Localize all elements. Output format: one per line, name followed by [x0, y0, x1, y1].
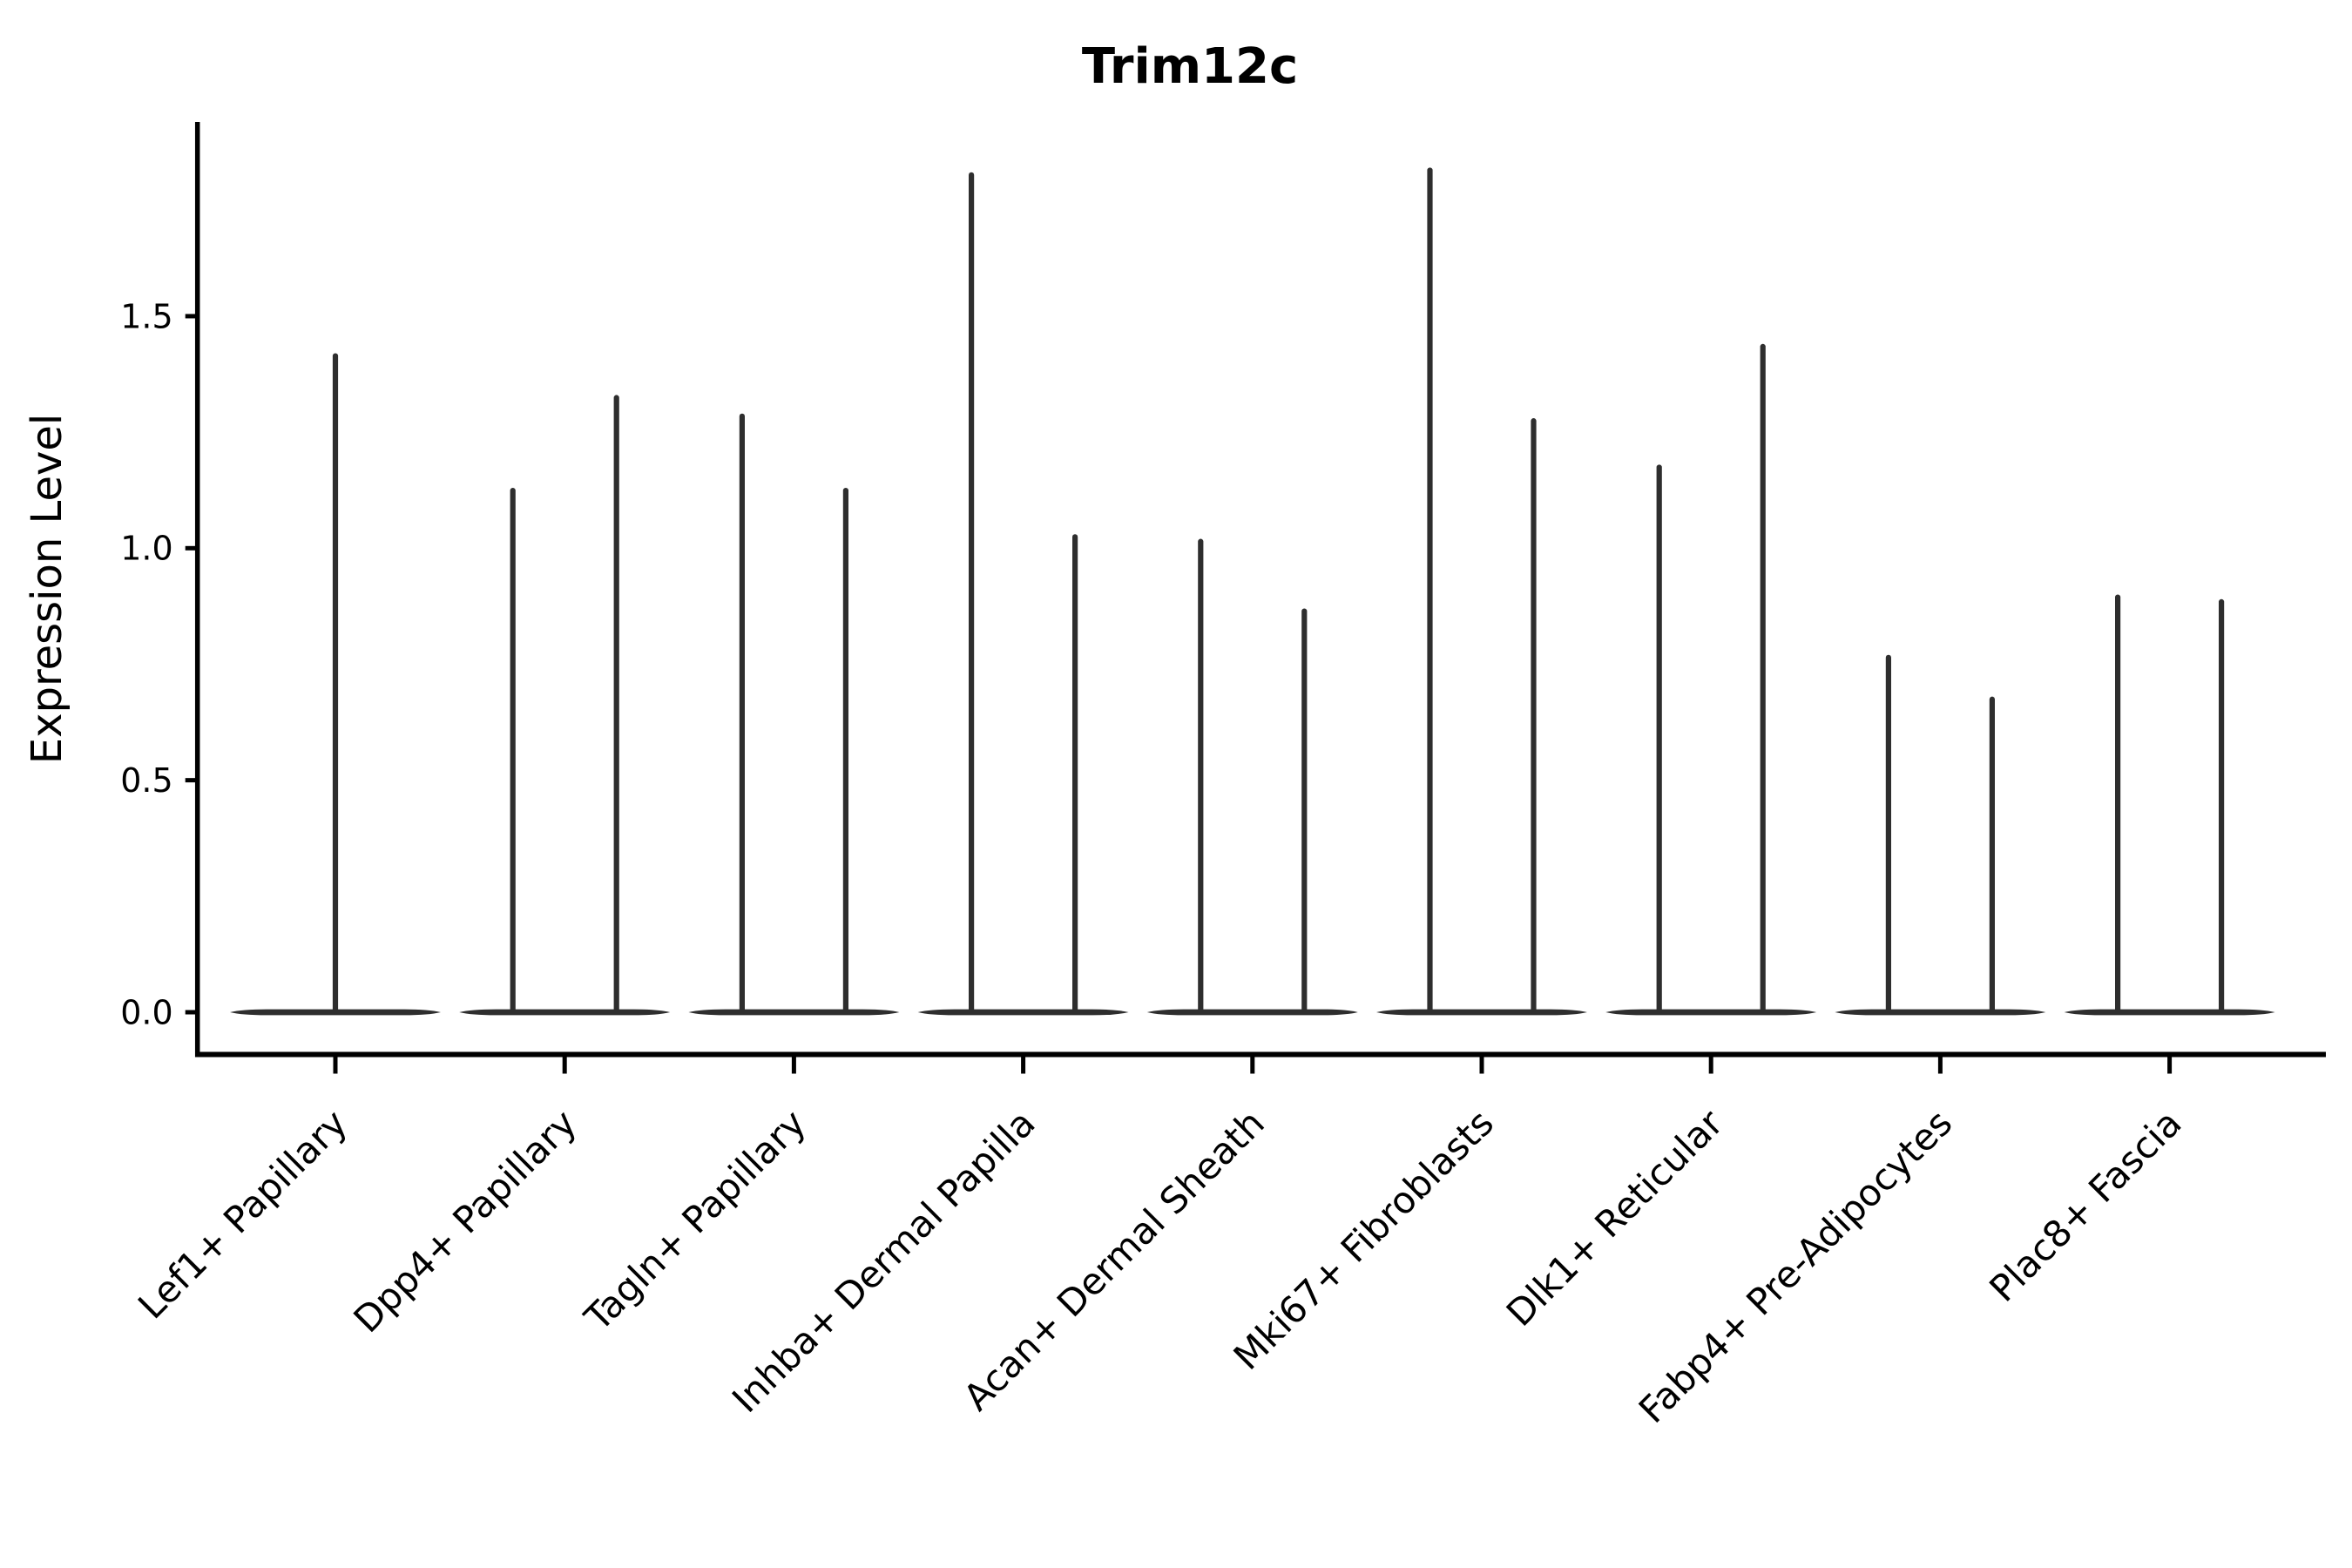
violin-base — [688, 1009, 900, 1016]
violin-base — [459, 1009, 671, 1016]
y-tick-label: 1.0 — [120, 530, 172, 568]
y-tick-label: 0.5 — [120, 761, 172, 800]
violin-base — [2064, 1009, 2275, 1016]
violin-base — [1376, 1009, 1587, 1016]
x-category-label: Lef1+ Papillary — [130, 1101, 355, 1327]
x-category-label: Tagln+ Papillary — [576, 1101, 814, 1339]
violin-base — [1146, 1009, 1358, 1016]
violin-base — [1605, 1009, 1817, 1016]
y-tick-label: 0.0 — [120, 993, 172, 1031]
y-tick-label: 1.5 — [120, 297, 172, 335]
x-category-label: Dlk1+ Reticular — [1498, 1101, 1732, 1335]
chart-title: Trim12c — [1082, 38, 1298, 95]
violin-base — [1835, 1009, 2046, 1016]
violin-base — [917, 1009, 1129, 1016]
x-category-label: Dpp4+ Papillary — [345, 1101, 585, 1341]
x-category-label: Plac8+ Fascia — [1981, 1101, 2189, 1309]
y-axis-label: Expression Level — [23, 414, 71, 765]
x-category-label: Mki67+ Fibroblasts — [1226, 1101, 1502, 1377]
